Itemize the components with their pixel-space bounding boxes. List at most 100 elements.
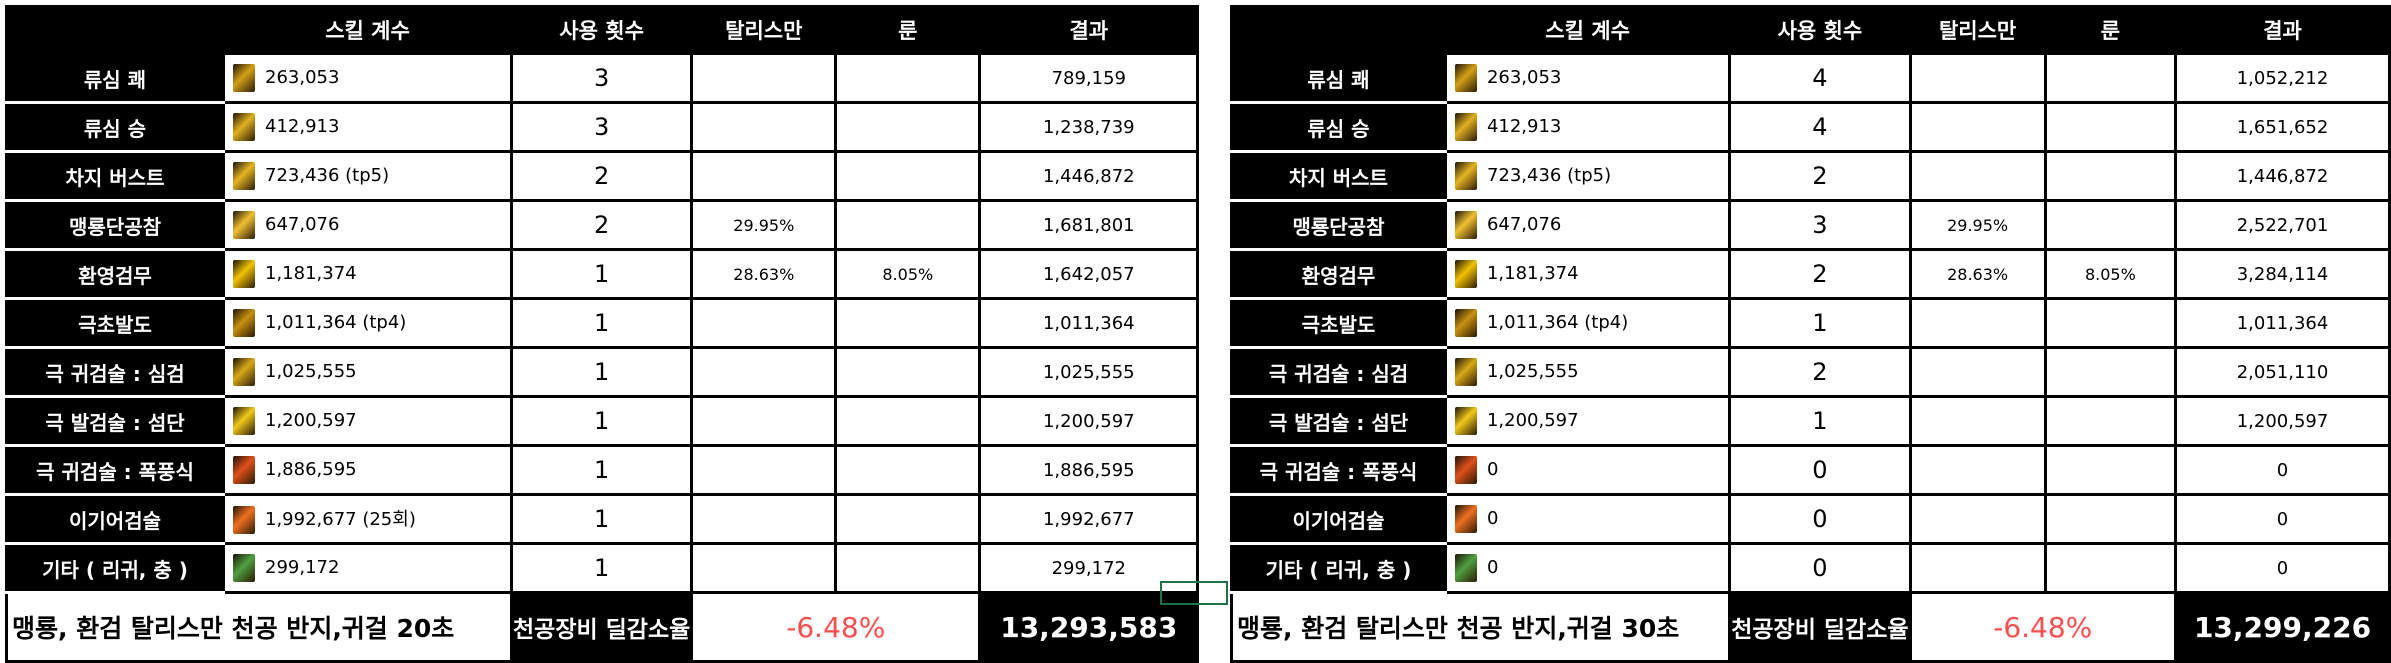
- talisman-cell[interactable]: [690, 297, 838, 349]
- skill-coefficient-cell[interactable]: 1,181,374: [1443, 248, 1732, 300]
- skill-name-cell[interactable]: 맹룡단공참: [1230, 199, 1447, 251]
- talisman-cell[interactable]: 28.63%: [690, 248, 838, 300]
- rune-cell[interactable]: [834, 444, 982, 496]
- use-count-cell[interactable]: 4: [1728, 101, 1912, 153]
- talisman-cell[interactable]: [690, 150, 838, 202]
- talisman-cell[interactable]: [690, 444, 838, 496]
- rune-cell[interactable]: [834, 101, 982, 153]
- result-cell[interactable]: 0: [2174, 542, 2391, 594]
- use-count-cell[interactable]: 1: [509, 297, 694, 349]
- skill-coefficient-cell[interactable]: 1,200,597: [1443, 395, 1732, 447]
- talisman-cell[interactable]: [1908, 297, 2047, 349]
- result-cell[interactable]: 3,284,114: [2174, 248, 2391, 300]
- reduction-label-cell[interactable]: 천공장비 딜감소율: [1728, 591, 1912, 663]
- use-count-cell[interactable]: 3: [509, 101, 694, 153]
- talisman-cell[interactable]: 28.63%: [1908, 248, 2047, 300]
- use-count-cell[interactable]: 1: [509, 346, 694, 398]
- skill-name-cell[interactable]: 류심 승: [1230, 101, 1447, 153]
- rune-cell[interactable]: [834, 297, 982, 349]
- rune-cell[interactable]: [2043, 395, 2178, 447]
- reduction-value-cell[interactable]: -6.48%: [690, 591, 982, 663]
- result-cell[interactable]: 0: [2174, 493, 2391, 545]
- skill-coefficient-cell[interactable]: 0: [1443, 444, 1732, 496]
- use-count-cell[interactable]: 2: [509, 150, 694, 202]
- use-count-cell[interactable]: 0: [1728, 444, 1912, 496]
- rune-cell[interactable]: [2043, 101, 2178, 153]
- result-cell[interactable]: 1,025,555: [978, 346, 1200, 398]
- skill-coefficient-cell[interactable]: 263,053: [222, 52, 513, 104]
- talisman-cell[interactable]: [1908, 444, 2047, 496]
- use-count-cell[interactable]: 3: [509, 52, 694, 104]
- rune-cell[interactable]: 8.05%: [834, 248, 982, 300]
- talisman-cell[interactable]: [1908, 52, 2047, 104]
- use-count-cell[interactable]: 1: [1728, 395, 1912, 447]
- column-header[interactable]: [6, 5, 225, 55]
- skill-name-cell[interactable]: 극 귀검술 : 폭풍식: [5, 444, 225, 496]
- skill-name-cell[interactable]: 극 귀검술 : 심검: [5, 346, 225, 398]
- result-cell[interactable]: 1,011,364: [978, 297, 1200, 349]
- reduction-value-cell[interactable]: -6.48%: [1908, 591, 2178, 663]
- skill-name-cell[interactable]: 극초발도: [1230, 297, 1447, 349]
- skill-coefficient-cell[interactable]: 647,076: [1443, 199, 1732, 251]
- result-cell[interactable]: 1,200,597: [978, 395, 1200, 447]
- setup-note-cell[interactable]: 맹룡, 환검 탈리스만 천공 반지,귀걸 20초: [5, 591, 513, 663]
- result-cell[interactable]: 1,052,212: [2174, 52, 2391, 104]
- rune-cell[interactable]: [2043, 346, 2178, 398]
- rune-cell[interactable]: [2043, 493, 2178, 545]
- use-count-cell[interactable]: 1: [509, 444, 694, 496]
- setup-note-cell[interactable]: 맹룡, 환검 탈리스만 천공 반지,귀걸 30초: [1229, 591, 1732, 663]
- column-header[interactable]: 결과: [978, 5, 1200, 55]
- skill-coefficient-cell[interactable]: 1,181,374: [222, 248, 513, 300]
- use-count-cell[interactable]: 2: [1728, 248, 1912, 300]
- skill-name-cell[interactable]: 류심 쾌: [5, 52, 225, 104]
- result-cell[interactable]: 1,886,595: [978, 444, 1200, 496]
- result-cell[interactable]: 789,159: [978, 52, 1200, 104]
- talisman-cell[interactable]: 29.95%: [690, 199, 838, 251]
- result-cell[interactable]: 2,051,110: [2174, 346, 2391, 398]
- column-header[interactable]: 스킬 계수: [222, 5, 513, 55]
- use-count-cell[interactable]: 1: [509, 248, 694, 300]
- skill-coefficient-cell[interactable]: 0: [1443, 493, 1732, 545]
- result-cell[interactable]: 1,446,872: [2174, 150, 2391, 202]
- result-cell[interactable]: 1,446,872: [978, 150, 1200, 202]
- skill-name-cell[interactable]: 극초발도: [5, 297, 225, 349]
- column-header[interactable]: 룬: [2044, 5, 2178, 55]
- result-cell[interactable]: 1,642,057: [978, 248, 1200, 300]
- result-cell[interactable]: 299,172: [978, 542, 1200, 594]
- talisman-cell[interactable]: [690, 395, 838, 447]
- rune-cell[interactable]: [834, 542, 982, 594]
- use-count-cell[interactable]: 0: [1728, 493, 1912, 545]
- use-count-cell[interactable]: 4: [1728, 52, 1912, 104]
- column-header[interactable]: 룬: [834, 5, 982, 55]
- column-header[interactable]: 스킬 계수: [1444, 5, 1732, 55]
- talisman-cell[interactable]: [1908, 493, 2047, 545]
- reduction-label-cell[interactable]: 천공장비 딜감소율: [509, 591, 694, 663]
- skill-name-cell[interactable]: 환영검무: [1230, 248, 1447, 300]
- skill-name-cell[interactable]: 차지 버스트: [1230, 150, 1447, 202]
- skill-name-cell[interactable]: 이기어검술: [5, 493, 225, 545]
- skill-coefficient-cell[interactable]: 1,992,677 (25회): [222, 493, 513, 545]
- talisman-cell[interactable]: [690, 542, 838, 594]
- result-cell[interactable]: 1,238,739: [978, 101, 1200, 153]
- use-count-cell[interactable]: 1: [509, 493, 694, 545]
- result-cell[interactable]: 2,522,701: [2174, 199, 2391, 251]
- skill-name-cell[interactable]: 류심 승: [5, 101, 225, 153]
- skill-coefficient-cell[interactable]: 1,025,555: [222, 346, 513, 398]
- skill-coefficient-cell[interactable]: 412,913: [222, 101, 513, 153]
- result-cell[interactable]: 1,200,597: [2174, 395, 2391, 447]
- rune-cell[interactable]: [2043, 199, 2178, 251]
- skill-name-cell[interactable]: 극 귀검술 : 심검: [1230, 346, 1447, 398]
- rune-cell[interactable]: [834, 52, 982, 104]
- skill-name-cell[interactable]: 차지 버스트: [5, 150, 225, 202]
- skill-name-cell[interactable]: 기타 ( 리귀, 충 ): [1230, 542, 1447, 594]
- selected-cell[interactable]: [1160, 581, 1228, 605]
- skill-name-cell[interactable]: 극 발검술 : 섬단: [5, 395, 225, 447]
- result-cell[interactable]: 1,651,652: [2174, 101, 2391, 153]
- use-count-cell[interactable]: 2: [1728, 150, 1912, 202]
- use-count-cell[interactable]: 1: [509, 542, 694, 594]
- result-cell[interactable]: 1,011,364: [2174, 297, 2391, 349]
- skill-coefficient-cell[interactable]: 723,436 (tp5): [222, 150, 513, 202]
- talisman-cell[interactable]: [1908, 542, 2047, 594]
- result-cell[interactable]: 0: [2174, 444, 2391, 496]
- talisman-cell[interactable]: [1908, 150, 2047, 202]
